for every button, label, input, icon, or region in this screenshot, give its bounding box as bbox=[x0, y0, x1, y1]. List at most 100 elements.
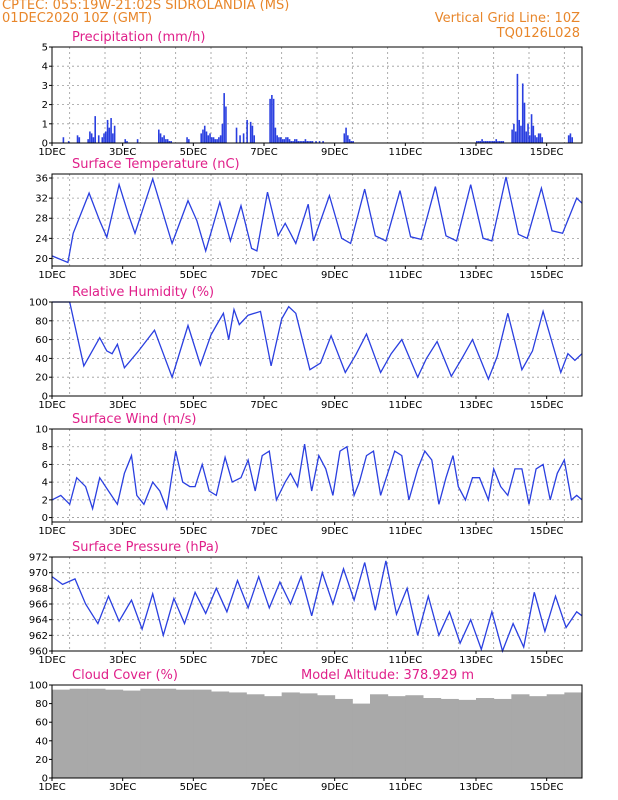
x-tick-label: 9DEC bbox=[321, 147, 348, 158]
precip-bar bbox=[481, 139, 483, 143]
precip-bar bbox=[97, 135, 100, 143]
x-tick-label: 5DEC bbox=[180, 782, 207, 793]
precip-bar bbox=[352, 141, 354, 143]
precip-bar bbox=[67, 141, 70, 143]
precip-bar bbox=[246, 119, 248, 143]
cloud-bar bbox=[105, 689, 124, 778]
temp-series-line bbox=[51, 176, 583, 264]
y-tick-label: 968 bbox=[29, 584, 48, 595]
y-tick-label: 970 bbox=[29, 568, 48, 579]
precip-bar bbox=[251, 125, 254, 143]
precip-bar bbox=[205, 131, 208, 143]
precip-bar bbox=[76, 135, 79, 143]
y-tick-label: 36 bbox=[35, 174, 48, 185]
precip-bar bbox=[514, 131, 517, 143]
precip-bar bbox=[525, 131, 528, 143]
precip-bar bbox=[347, 135, 349, 143]
cloud-bar bbox=[423, 698, 442, 778]
precip-bar bbox=[279, 137, 282, 143]
x-tick-label: 7DEC bbox=[250, 270, 277, 281]
precip-bar bbox=[295, 139, 298, 143]
precip-bar bbox=[513, 123, 515, 143]
precip-bar bbox=[161, 137, 164, 143]
precip-bar bbox=[309, 141, 312, 143]
panel-press bbox=[49, 556, 583, 654]
x-tick-label: 7DEC bbox=[250, 655, 277, 666]
cloud-bar bbox=[317, 695, 336, 778]
cloud-bar bbox=[529, 696, 548, 778]
x-tick-label: 1DEC bbox=[38, 782, 65, 793]
y-tick-label: 0 bbox=[42, 392, 48, 403]
x-tick-label: 13DEC bbox=[459, 782, 493, 793]
x-tick-label: 9DEC bbox=[321, 526, 348, 537]
y-tick-label: 4 bbox=[42, 62, 48, 73]
x-tick-label: 11DEC bbox=[388, 270, 422, 281]
precip-bar bbox=[281, 139, 284, 143]
cloud-bar bbox=[87, 688, 106, 778]
x-tick-label: 13DEC bbox=[459, 270, 493, 281]
header-datetime: 01DEC2020 10Z (GMT) bbox=[2, 11, 153, 26]
precip-bar bbox=[318, 141, 321, 143]
precip-bar bbox=[136, 139, 139, 143]
x-tick-label: 11DEC bbox=[388, 147, 422, 158]
y-tick-label: 40 bbox=[35, 736, 48, 747]
y-tick-label: 20 bbox=[35, 755, 48, 766]
panel-frame bbox=[51, 46, 583, 144]
press-title: Surface Pressure (hPa) bbox=[72, 540, 219, 555]
precip-bar bbox=[285, 137, 287, 143]
precip-bar bbox=[159, 133, 162, 143]
x-tick-label: 5DEC bbox=[180, 270, 207, 281]
precip-bar bbox=[497, 141, 499, 143]
y-tick-label: 964 bbox=[29, 615, 48, 626]
precip-bar bbox=[518, 119, 520, 143]
y-tick-label: 0 bbox=[42, 774, 48, 785]
precip-bar bbox=[225, 106, 227, 143]
precip-bar bbox=[216, 139, 218, 143]
precip-bar bbox=[483, 141, 485, 143]
press-series-line bbox=[51, 560, 583, 654]
precip-bar bbox=[301, 141, 303, 143]
y-tick-label: 2 bbox=[42, 100, 48, 111]
y-tick-label: 28 bbox=[35, 214, 48, 225]
precip-bar bbox=[520, 125, 522, 143]
precip-bar bbox=[269, 98, 271, 143]
precip-bar bbox=[286, 137, 289, 143]
cloud-bar bbox=[387, 696, 406, 778]
precip-bar bbox=[530, 114, 533, 143]
y-tick-label: 32 bbox=[35, 194, 48, 205]
precip-bar bbox=[90, 133, 93, 143]
y-tick-label: 20 bbox=[35, 254, 48, 265]
panel-wind bbox=[49, 428, 583, 525]
precip-bar bbox=[158, 129, 160, 143]
cloud-bar bbox=[228, 692, 247, 778]
panel-temp bbox=[49, 173, 583, 269]
y-tick-label: 966 bbox=[29, 600, 48, 611]
x-tick-label: 1DEC bbox=[38, 526, 65, 537]
header-location: CPTEC: 055:19W-21:02S SIDROLANDIA (MS) bbox=[2, 0, 290, 13]
precip-bar bbox=[218, 137, 220, 143]
precip-bar bbox=[343, 133, 346, 143]
precip-bar bbox=[62, 137, 65, 143]
cloud-bar bbox=[405, 695, 424, 778]
x-tick-label: 3DEC bbox=[109, 526, 136, 537]
precip-bar bbox=[78, 137, 81, 143]
rh-series-line bbox=[52, 301, 583, 381]
precip-bar bbox=[539, 133, 542, 143]
x-tick-label: 7DEC bbox=[250, 147, 277, 158]
x-tick-label: 9DEC bbox=[321, 270, 348, 281]
precip-bar bbox=[186, 137, 188, 143]
y-tick-label: 100 bbox=[29, 681, 48, 692]
cloud-bar bbox=[352, 703, 371, 778]
precip-bar bbox=[534, 135, 536, 143]
cloud-bar bbox=[564, 692, 583, 778]
precip-bar bbox=[271, 95, 273, 143]
precip-bar bbox=[214, 139, 217, 143]
y-tick-label: 2 bbox=[42, 495, 48, 506]
x-tick-label: 15DEC bbox=[530, 147, 564, 158]
precip-bar bbox=[476, 141, 478, 143]
precip-bar bbox=[202, 129, 204, 143]
precip-bar bbox=[170, 141, 172, 143]
precip-bar bbox=[488, 141, 490, 143]
precip-bar bbox=[89, 131, 91, 143]
